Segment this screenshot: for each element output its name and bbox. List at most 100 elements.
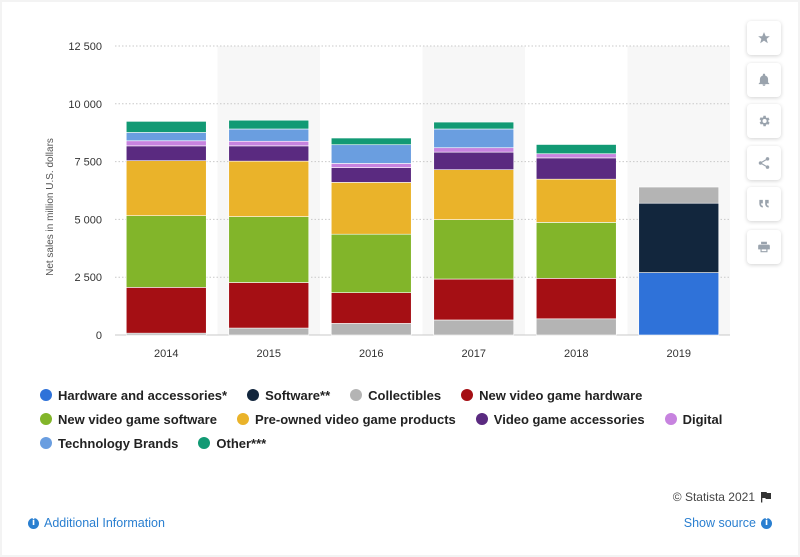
x-tick-label: 2017 [462,348,486,360]
y-tick-label: 12 500 [68,41,102,53]
legend-item[interactable]: Collectibles [350,388,441,403]
legend-row: New video game software Pre-owned video g… [40,407,740,431]
legend-item[interactable]: New video game hardware [461,388,642,403]
bar-segment[interactable] [125,287,207,334]
bar-segment[interactable] [330,144,412,164]
y-tick-label: 0 [96,330,102,342]
bar-segment[interactable] [433,219,515,280]
legend-label: Pre-owned video game products [254,411,456,427]
legend-label: New video game software [58,411,217,427]
bar-segment[interactable] [228,327,310,336]
flag-icon[interactable] [760,491,772,503]
show-source-link[interactable]: Show source i [684,516,772,530]
bar-segment[interactable] [228,140,310,147]
legend-row: Hardware and accessories* Software** Colle… [40,383,740,407]
print-icon[interactable] [747,230,781,264]
bar-segment[interactable] [330,233,412,293]
legend-label: Technology Brands [58,435,179,451]
legend-item[interactable]: Digital [664,411,723,427]
info-icon: i [761,517,772,529]
favorite-star-icon[interactable] [747,21,781,55]
bar-segment[interactable] [433,151,515,170]
x-tick-label: 2016 [359,348,383,360]
show-source-label: Show source [683,516,756,530]
y-axis-label: Net sales in million U.S. dollars [45,138,56,276]
x-tick-label: 2015 [257,348,281,360]
x-tick-label: 2018 [564,348,588,360]
chart-area: 0 2 500 5 000 7 500 10 000 12 500 2014 2015 201… [45,41,730,360]
y-tick-label: 2 500 [74,272,102,284]
legend-item[interactable]: Other*** [198,436,266,451]
bar-segment[interactable] [535,318,617,336]
bar-segment[interactable] [228,216,310,283]
legend-label: Hardware and accessories* [58,387,228,403]
legend-label: Digital [682,411,723,427]
bar-segment[interactable] [638,186,720,204]
bar-segment[interactable] [125,121,207,133]
bar-segment[interactable] [125,132,207,142]
bar-segment[interactable] [433,319,515,336]
legend-row: Technology Brands Other*** [40,431,740,455]
bar-segment[interactable] [330,182,412,235]
statista-credit: © Statista 2021 [673,490,772,504]
bar-segment[interactable] [228,160,310,217]
bar-segment[interactable] [228,282,310,329]
legend-swatch [40,413,52,425]
bar-segment[interactable] [433,278,515,321]
legend-swatch [350,389,363,401]
legend-item[interactable]: Technology Brands [40,436,178,451]
legend-label: New video game hardware [479,387,643,403]
y-tick-label: 5 000 [74,214,102,226]
bar-segment[interactable] [433,121,515,130]
legend-label: Other*** [216,435,267,451]
y-tick-label: 7 500 [74,157,102,169]
additional-information-label: Additional Information [44,516,165,530]
info-icon: i [28,517,39,529]
legend-item[interactable]: Video game accessories [475,412,645,427]
settings-gear-icon[interactable] [747,104,781,138]
bar-segment[interactable] [535,222,617,279]
bar-segment[interactable] [228,128,310,142]
bar-segment[interactable] [330,167,412,183]
bar-segment[interactable] [228,119,310,130]
additional-information-link[interactable]: i Additional Information [28,516,165,530]
legend-item[interactable]: Hardware and accessories* [40,388,227,403]
chart-legend: Hardware and accessories* Software** Colle… [40,383,740,455]
bar-segment[interactable] [228,145,310,162]
legend-item[interactable]: Pre-owned video game products [236,411,456,427]
cite-quote-icon[interactable] [747,187,781,221]
legend-item[interactable]: Software** [247,388,330,403]
bar-segment[interactable] [638,202,720,273]
bar-segment[interactable] [535,157,617,180]
bar-segment[interactable] [535,144,617,155]
y-tick-label: 10 000 [68,99,102,111]
bar-segment[interactable] [330,292,412,324]
bar-segment[interactable] [638,272,720,336]
bar-segment[interactable] [535,278,617,320]
bar-segment[interactable] [433,147,515,153]
legend-label: Collectibles [368,387,442,403]
legend-swatch [40,389,52,401]
x-tick-label: 2019 [667,348,691,360]
bar-segment[interactable] [330,323,412,336]
bar-segment[interactable] [433,169,515,220]
bar-segment[interactable] [125,215,207,288]
bar-segment[interactable] [535,178,617,223]
legend-item[interactable]: New video game software [40,412,217,427]
legend-swatch [40,437,52,449]
legend-swatch [664,413,677,425]
notification-bell-icon[interactable] [747,63,781,97]
bar-segment[interactable] [330,137,412,146]
legend-swatch [236,413,249,425]
share-icon[interactable] [747,146,781,180]
bar-segment[interactable] [125,160,207,217]
bar-segment[interactable] [535,153,617,159]
legend-label: Software** [265,387,331,403]
bar-segment[interactable] [433,128,515,149]
bar-segment[interactable] [125,140,207,147]
bar-segment[interactable] [125,145,207,161]
credit-text: © Statista 2021 [672,490,755,504]
bar-segment[interactable] [330,163,412,168]
legend-swatch [475,413,488,425]
